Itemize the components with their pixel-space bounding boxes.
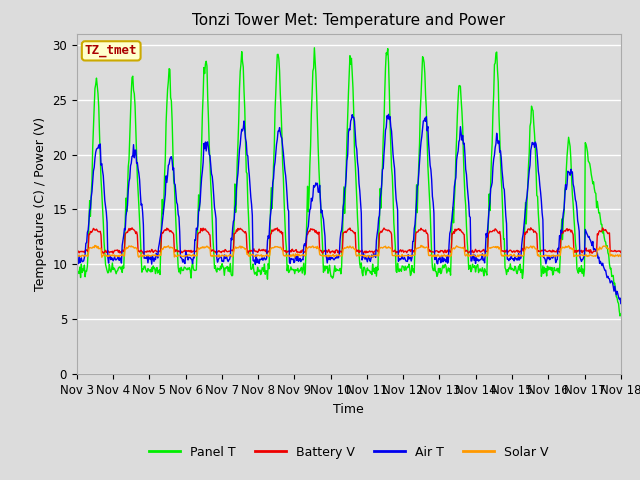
Battery V	[335, 251, 343, 257]
Battery V	[416, 227, 424, 233]
Solar V	[433, 253, 440, 259]
Solar V	[417, 244, 424, 250]
Battery V	[617, 250, 625, 255]
Solar V	[223, 253, 231, 259]
Solar V	[83, 252, 90, 258]
Panel T	[617, 311, 625, 317]
Air T	[617, 300, 625, 306]
Y-axis label: Temperature (C) / Power (V): Temperature (C) / Power (V)	[34, 117, 47, 291]
Air T	[194, 223, 202, 228]
Air T	[416, 157, 424, 163]
Air T	[385, 111, 392, 117]
Panel T	[616, 313, 624, 319]
Solar V	[91, 242, 99, 248]
Air T	[139, 209, 147, 215]
Solar V	[366, 254, 374, 260]
Title: Tonzi Tower Met: Temperature and Power: Tonzi Tower Met: Temperature and Power	[192, 13, 506, 28]
Battery V	[223, 249, 230, 254]
Solar V	[617, 253, 625, 259]
Line: Solar V: Solar V	[77, 245, 621, 257]
Panel T	[73, 262, 81, 267]
Solar V	[140, 252, 147, 258]
Air T	[73, 257, 81, 263]
Air T	[431, 256, 439, 262]
Battery V	[83, 247, 90, 252]
Panel T	[431, 268, 439, 274]
Air T	[83, 240, 90, 246]
Air T	[223, 254, 230, 260]
X-axis label: Time: Time	[333, 403, 364, 416]
Legend: Panel T, Battery V, Air T, Solar V: Panel T, Battery V, Air T, Solar V	[144, 441, 554, 464]
Panel T	[223, 264, 230, 270]
Line: Battery V: Battery V	[77, 228, 621, 254]
Line: Panel T: Panel T	[77, 48, 621, 316]
Panel T	[83, 268, 90, 274]
Battery V	[139, 249, 147, 255]
Panel T	[139, 266, 147, 272]
Battery V	[194, 232, 202, 238]
Panel T	[194, 216, 202, 222]
Line: Air T: Air T	[77, 114, 621, 303]
Battery V	[431, 248, 439, 254]
Panel T	[416, 140, 424, 146]
Solar V	[195, 245, 202, 251]
Battery V	[73, 247, 81, 252]
Solar V	[73, 253, 81, 259]
Panel T	[310, 45, 318, 50]
Battery V	[527, 225, 534, 231]
Text: TZ_tmet: TZ_tmet	[85, 44, 138, 58]
